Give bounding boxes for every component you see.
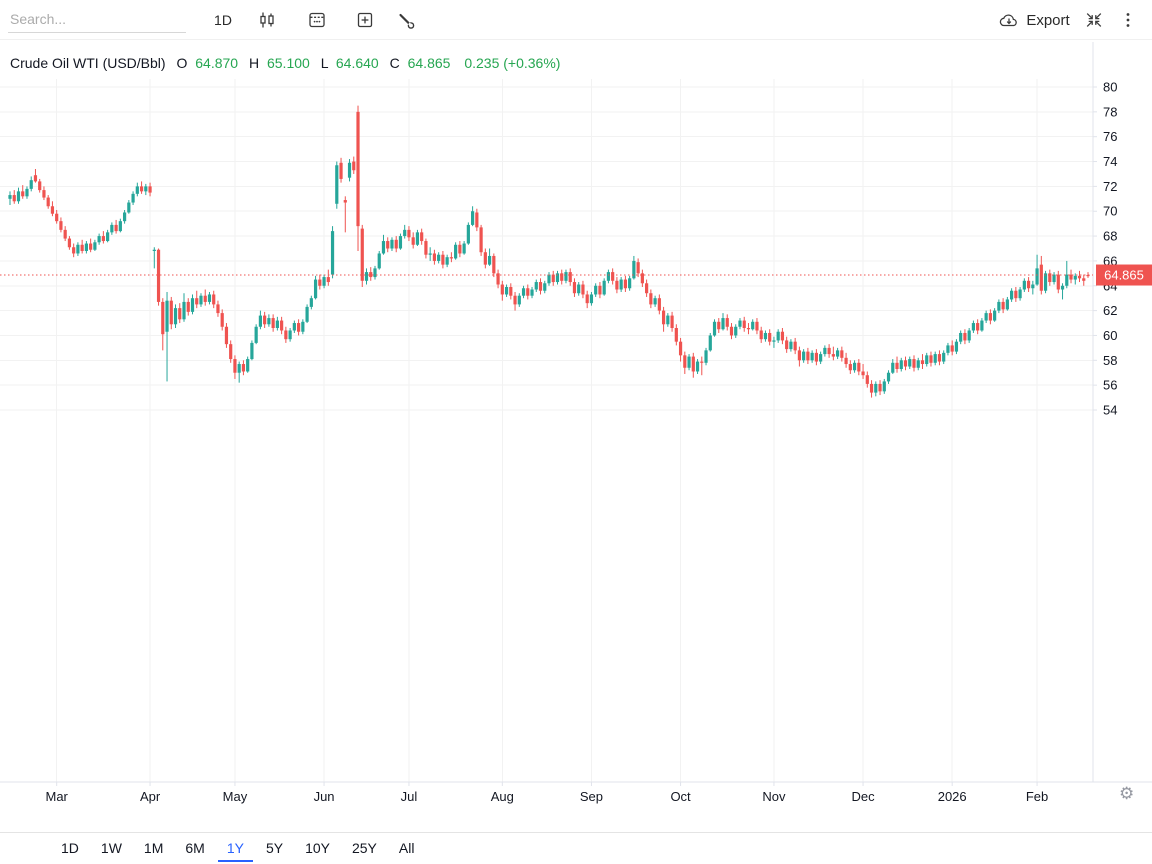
range-tab-1Y[interactable]: 1Y	[217, 835, 253, 862]
svg-text:78: 78	[1103, 104, 1117, 119]
plus-icon	[355, 10, 375, 30]
interval-button[interactable]: 1D	[208, 8, 238, 32]
add-indicator-button[interactable]	[353, 8, 377, 32]
low-label: L	[320, 55, 328, 71]
export-label: Export	[1026, 11, 1070, 29]
grid-layer	[0, 79, 1093, 782]
svg-text:72: 72	[1103, 179, 1117, 194]
svg-text:Apr: Apr	[140, 789, 161, 804]
svg-text:Nov: Nov	[762, 789, 786, 804]
svg-text:62: 62	[1103, 303, 1117, 318]
high-label: H	[248, 55, 260, 71]
price-chart[interactable]: 54 56 58 60 62 64 66 68 70 72 74 76 78 80 Mar Apr May Jun…	[0, 40, 1152, 832]
high-value: 65.100	[266, 55, 310, 71]
svg-text:70: 70	[1103, 204, 1117, 219]
top-toolbar: 1D	[0, 0, 1152, 40]
svg-text:Mar: Mar	[45, 789, 68, 804]
wrench-icon	[396, 10, 416, 30]
last-price-label: 64.865	[1096, 264, 1152, 286]
candles-layer	[8, 105, 1090, 398]
svg-text:Jun: Jun	[314, 789, 335, 804]
search-input[interactable]	[8, 5, 186, 33]
collapse-button[interactable]	[1082, 8, 1106, 32]
change-value: 0.235 (+0.36%)	[464, 55, 561, 71]
svg-text:Oct: Oct	[670, 789, 691, 804]
svg-text:76: 76	[1103, 129, 1117, 144]
svg-text:80: 80	[1103, 80, 1117, 95]
svg-text:68: 68	[1103, 229, 1117, 244]
open-label: O	[176, 55, 188, 71]
svg-text:Aug: Aug	[491, 789, 514, 804]
kebab-menu-icon	[1119, 10, 1137, 30]
svg-text:56: 56	[1103, 378, 1117, 393]
svg-text:Jul: Jul	[401, 789, 418, 804]
low-value: 64.640	[335, 55, 379, 71]
tools-button[interactable]	[394, 8, 418, 32]
range-tab-6M[interactable]: 6M	[176, 835, 213, 862]
close-value: 64.865	[407, 55, 451, 71]
symbol-legend: Crude Oil WTI (USD/Bbl) O 64.870 H 65.10…	[10, 55, 560, 71]
close-label: C	[389, 55, 400, 71]
cloud-download-icon	[998, 11, 1020, 29]
svg-text:64.865: 64.865	[1104, 268, 1144, 283]
collapse-icon	[1084, 10, 1104, 30]
svg-text:Sep: Sep	[580, 789, 603, 804]
svg-text:60: 60	[1103, 328, 1117, 343]
range-tab-1W[interactable]: 1W	[92, 835, 131, 862]
svg-text:54: 54	[1103, 402, 1117, 417]
time-axis: Mar Apr May Jun Jul Aug Sep Oct Nov Dec 2026 Feb	[0, 781, 1152, 804]
range-tab-25Y[interactable]: 25Y	[343, 835, 386, 862]
calendar-button[interactable]	[305, 8, 329, 32]
export-button[interactable]: Export	[998, 8, 1070, 32]
symbol-title: Crude Oil WTI (USD/Bbl)	[10, 55, 166, 71]
chart-style-button[interactable]	[255, 8, 279, 32]
range-tab-1M[interactable]: 1M	[135, 835, 172, 862]
svg-text:Feb: Feb	[1026, 789, 1048, 804]
open-value: 64.870	[195, 55, 239, 71]
svg-text:74: 74	[1103, 154, 1117, 169]
range-selector-bar: 1D 1W 1M 6M 1Y 5Y 10Y 25Y All	[0, 832, 1152, 864]
range-tab-5Y[interactable]: 5Y	[257, 835, 292, 862]
svg-text:May: May	[223, 789, 248, 804]
range-tab-1D[interactable]: 1D	[52, 835, 88, 862]
svg-text:2026: 2026	[938, 789, 967, 804]
kebab-menu-button[interactable]	[1118, 8, 1138, 32]
range-tab-10Y[interactable]: 10Y	[296, 835, 339, 862]
calendar-icon	[307, 10, 327, 30]
svg-text:58: 58	[1103, 353, 1117, 368]
candlestick-icon	[257, 10, 277, 30]
range-tab-All[interactable]: All	[390, 835, 424, 862]
svg-text:Dec: Dec	[852, 789, 876, 804]
chart-settings-gear-icon[interactable]: ⚙	[1113, 782, 1135, 804]
